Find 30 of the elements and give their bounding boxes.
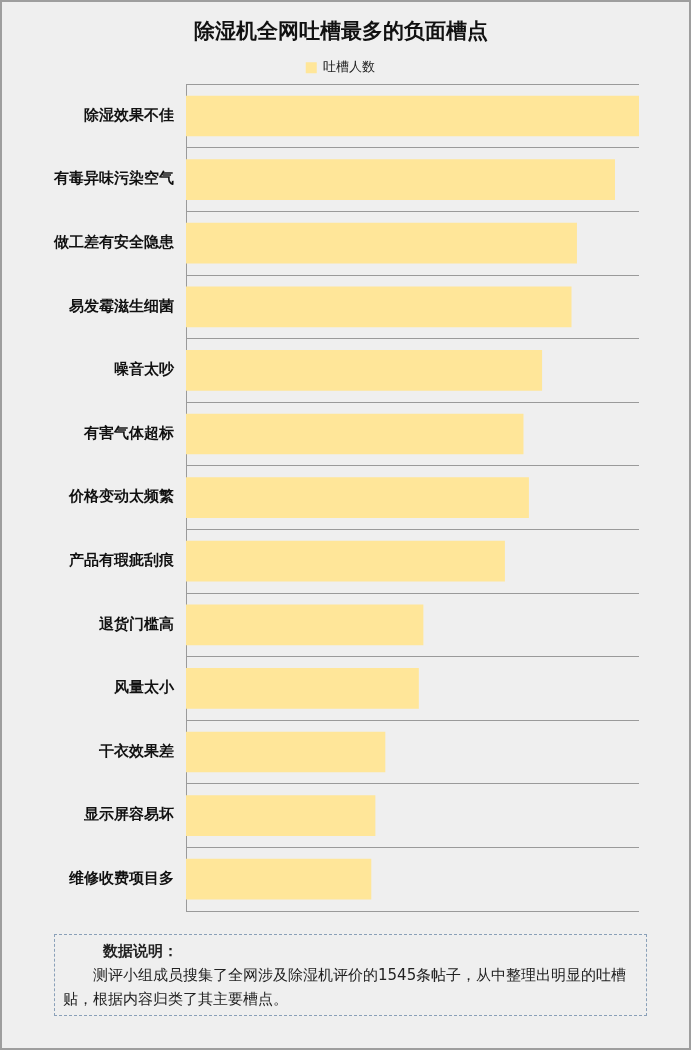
bar [186, 795, 376, 836]
y-tick-label: 做工差有安全隐患 [53, 233, 175, 252]
y-tick-label: 噪音太吵 [114, 360, 175, 379]
y-tick-label: 显示屏容易坏 [83, 805, 174, 824]
chart-title: 除湿机全网吐槽最多的负面槽点 [193, 19, 488, 44]
y-tick-label: 风量太小 [113, 678, 175, 697]
bar [186, 540, 505, 582]
text: 数据说明： [102, 941, 179, 962]
bar [186, 668, 419, 709]
bar [186, 95, 639, 137]
bar [186, 222, 577, 264]
bar [186, 350, 543, 391]
bar [186, 604, 424, 646]
legend-label: 吐槽人数 [323, 59, 376, 75]
bar [186, 858, 372, 900]
bar [186, 477, 529, 518]
y-tick-label: 有害气体超标 [83, 423, 174, 442]
bar [186, 159, 615, 200]
y-tick-label: 干衣效果差 [98, 741, 174, 760]
y-tick-label: 除湿效果不佳 [84, 105, 174, 124]
text: 测评小组成员搜集了全网涉及除湿机评价的1545条帖子，从中整理出明显的吐槽贴，根据内容归类了其主要槽点。 [63, 965, 628, 1010]
y-tick-label: 产品有瑕疵刮痕 [68, 551, 175, 570]
bar [186, 413, 524, 455]
bar [186, 286, 572, 328]
y-tick-label: 有毒异味污染空气 [53, 169, 174, 188]
y-tick-label: 价格变动太频繁 [68, 487, 174, 506]
y-tick-label: 退货门槛高 [98, 614, 174, 633]
y-tick-label: 易发霉滋生细菌 [68, 296, 174, 315]
y-tick-label: 维修收费项目多 [68, 869, 174, 888]
bar [186, 731, 386, 773]
